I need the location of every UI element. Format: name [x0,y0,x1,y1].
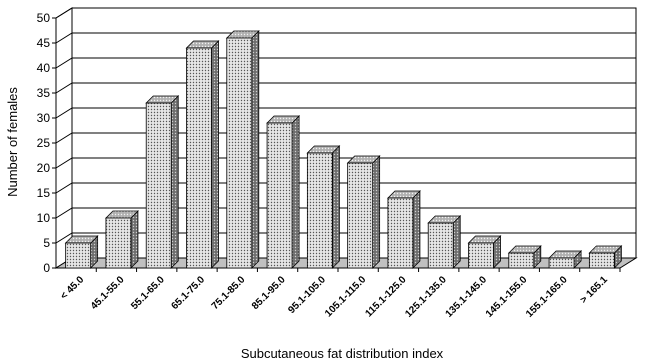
bar-side [251,30,260,269]
bar-front [508,252,535,269]
bar-front [387,197,414,269]
bar [467,235,502,269]
bar-side [170,95,179,269]
bar [64,235,99,269]
bar-front [548,257,575,269]
y-tick-label: 20 [37,161,51,175]
bar-side [452,215,461,269]
gridline [55,57,636,69]
y-tick-label: 40 [37,61,51,75]
bar-front [226,37,253,269]
bar [104,210,139,269]
y-tick-label: 10 [37,211,51,225]
y-tick-labels: 0 5 10 15 20 25 30 35 40 45 50 [37,11,51,275]
gridline [55,157,636,169]
y-axis-title: Number of females [5,87,20,197]
x-tick-label: 105.1-115.0 [323,274,368,319]
bar-front [65,242,92,269]
bar [185,40,220,269]
bar-front [186,47,212,269]
bar [507,245,542,269]
gridlines [52,7,636,269]
bars [64,30,623,269]
bar-front [427,222,454,269]
bar-side [331,145,340,269]
x-tick-label: 55.1-65.0 [129,274,167,312]
bar-front [588,252,615,269]
bar [386,190,421,269]
x-tick-label: 115.1-125.0 [363,274,408,319]
bar-front [105,217,132,269]
x-tick-label: 95.1-105.0 [286,274,328,316]
bar [548,250,583,269]
y-tick-label: 5 [43,236,50,250]
y-tick-label: 15 [37,186,51,200]
bar [266,115,301,269]
x-axis-title: Subcutaneous fat distribution index [241,346,444,361]
x-tick-label: 85.1-95.0 [250,274,288,312]
bar [306,145,341,269]
x-tick-label: 65.1-75.0 [169,274,207,312]
plot-frame [55,7,637,269]
bar-side [412,190,421,269]
bar-front [266,122,293,269]
gridline [55,207,636,219]
bar [346,155,381,269]
bar-side [211,40,219,269]
gridline [55,182,636,194]
bar [145,95,180,269]
y-tick-label: 50 [37,11,51,25]
x-tick-label: 145.1-155.0 [484,274,530,320]
gridline [55,132,636,144]
gridline [55,82,636,94]
x-tick-label: 125.1-135.0 [403,274,449,320]
x-tick-label: > 165.1 [578,274,610,306]
x-tick-label: 45.1-55.0 [89,274,127,312]
bar [588,245,623,269]
bar-front [468,242,494,269]
y-tick-label: 45 [37,36,51,50]
x-tick-label: 155.1-165.0 [524,274,570,320]
x-tick-label: < 45.0 [59,274,87,302]
gridline [55,107,636,119]
y-tick-label: 0 [43,261,50,275]
bar-front [347,162,374,269]
y-tick-label: 35 [37,86,51,100]
gridline [55,32,636,44]
bar-side [130,210,139,269]
bar-side [291,115,300,269]
bar-side [372,155,381,269]
x-tick-label: 135.1-145.0 [444,274,490,320]
x-tick-label: 75.1-85.0 [210,274,248,312]
y-tick-label: 30 [37,111,51,125]
bar-front [145,102,172,269]
x-tick-labels: < 45.0 45.1-55.0 55.1-65.0 65.1-75.0 75.1-85… [59,268,621,320]
gridline [55,7,636,19]
bar [225,30,260,269]
y-tick-label: 25 [37,136,51,150]
bar-front [306,152,333,269]
bar [427,215,462,269]
